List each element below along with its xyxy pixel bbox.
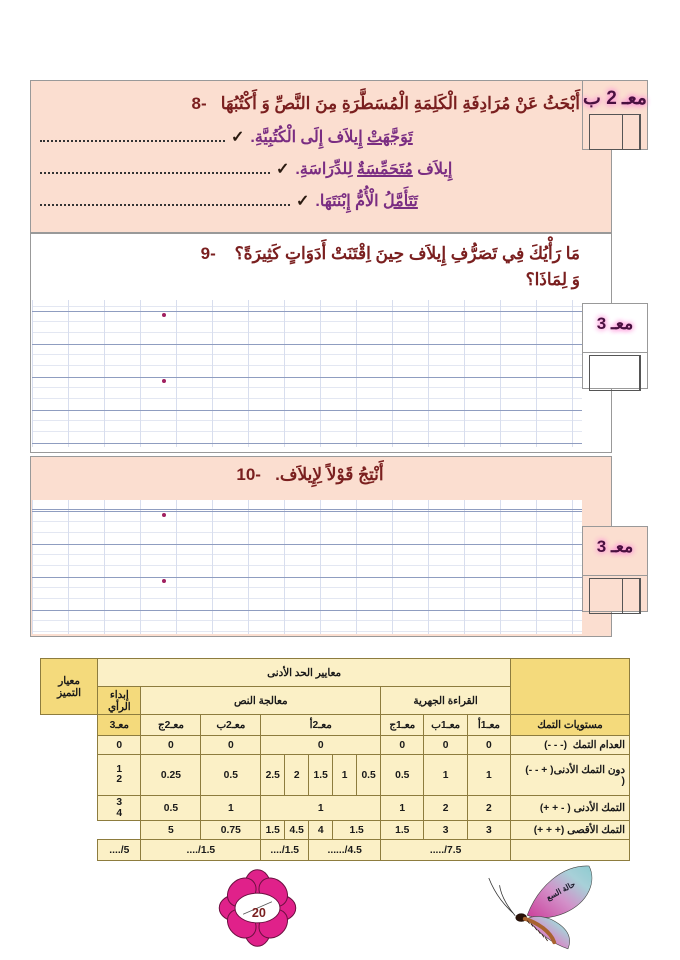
svg-text:20: 20 xyxy=(252,906,266,920)
